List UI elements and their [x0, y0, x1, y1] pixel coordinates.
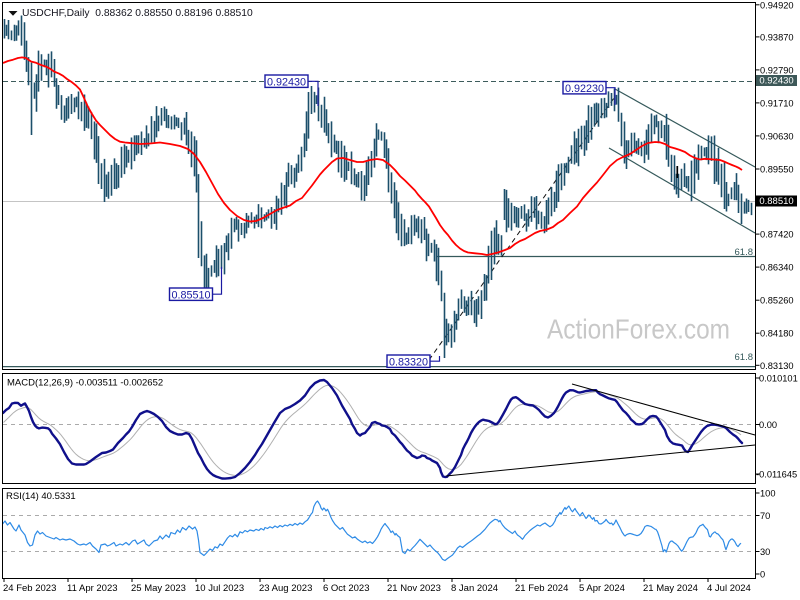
svg-text:0: 0 — [760, 570, 765, 580]
svg-text:23 Aug 2023: 23 Aug 2023 — [259, 583, 312, 594]
svg-text:8 Jan 2024: 8 Jan 2024 — [451, 583, 498, 594]
svg-text:21 Nov 2023: 21 Nov 2023 — [387, 583, 441, 594]
svg-text:100: 100 — [760, 489, 776, 499]
svg-text:MACD(12,26,9) -0.003511 -0.002: MACD(12,26,9) -0.003511 -0.002652 — [7, 378, 163, 389]
svg-text:-0.011645: -0.011645 — [756, 470, 797, 480]
svg-text:0.92430: 0.92430 — [759, 76, 793, 87]
svg-text:21 Feb 2024: 21 Feb 2024 — [515, 583, 568, 594]
svg-text:11 Apr 2023: 11 Apr 2023 — [67, 583, 118, 594]
svg-text:0.92430: 0.92430 — [267, 76, 306, 88]
svg-text:30: 30 — [760, 547, 770, 557]
svg-text:0.87420: 0.87420 — [760, 230, 794, 240]
svg-text:0.94920: 0.94920 — [760, 0, 794, 10]
svg-text:61.8: 61.8 — [735, 352, 754, 363]
svg-text:0.83320: 0.83320 — [389, 356, 428, 368]
svg-text:0.92790: 0.92790 — [760, 65, 794, 75]
svg-text:10 Jul 2023: 10 Jul 2023 — [195, 583, 244, 594]
svg-text:USDCHF,Daily 0.88362 0.88550: USDCHF,Daily 0.88362 0.88550 0.88196 0.8… — [22, 8, 253, 19]
svg-text:6 Oct 2023: 6 Oct 2023 — [323, 583, 369, 594]
svg-text:0.93870: 0.93870 — [760, 32, 794, 42]
svg-text:0.84180: 0.84180 — [760, 329, 794, 339]
svg-text:24 Feb 2023: 24 Feb 2023 — [3, 583, 56, 594]
svg-text:61.8: 61.8 — [735, 247, 754, 258]
svg-text:0.010101: 0.010101 — [759, 374, 798, 384]
svg-text:0.86340: 0.86340 — [760, 263, 794, 273]
svg-text:21 May 2024: 21 May 2024 — [643, 583, 698, 594]
svg-text:RSI(14) 40.5331: RSI(14) 40.5331 — [6, 491, 76, 502]
svg-text:ActionForex.com: ActionForex.com — [547, 314, 730, 345]
svg-text:0.88510: 0.88510 — [759, 196, 793, 207]
svg-text:5 Apr 2024: 5 Apr 2024 — [579, 583, 625, 594]
svg-text:0.00: 0.00 — [759, 420, 777, 430]
svg-text:0.92230: 0.92230 — [565, 83, 604, 95]
svg-text:0.89550: 0.89550 — [760, 165, 794, 175]
svg-text:0.85260: 0.85260 — [760, 296, 794, 306]
svg-text:4 Jul 2024: 4 Jul 2024 — [707, 583, 751, 594]
svg-text:25 May 2023: 25 May 2023 — [131, 583, 186, 594]
svg-text:0.90630: 0.90630 — [760, 131, 794, 141]
svg-text:70: 70 — [760, 511, 770, 521]
svg-text:0.83130: 0.83130 — [760, 361, 794, 371]
svg-text:0.85510: 0.85510 — [171, 289, 210, 301]
svg-text:0.91710: 0.91710 — [760, 98, 794, 108]
